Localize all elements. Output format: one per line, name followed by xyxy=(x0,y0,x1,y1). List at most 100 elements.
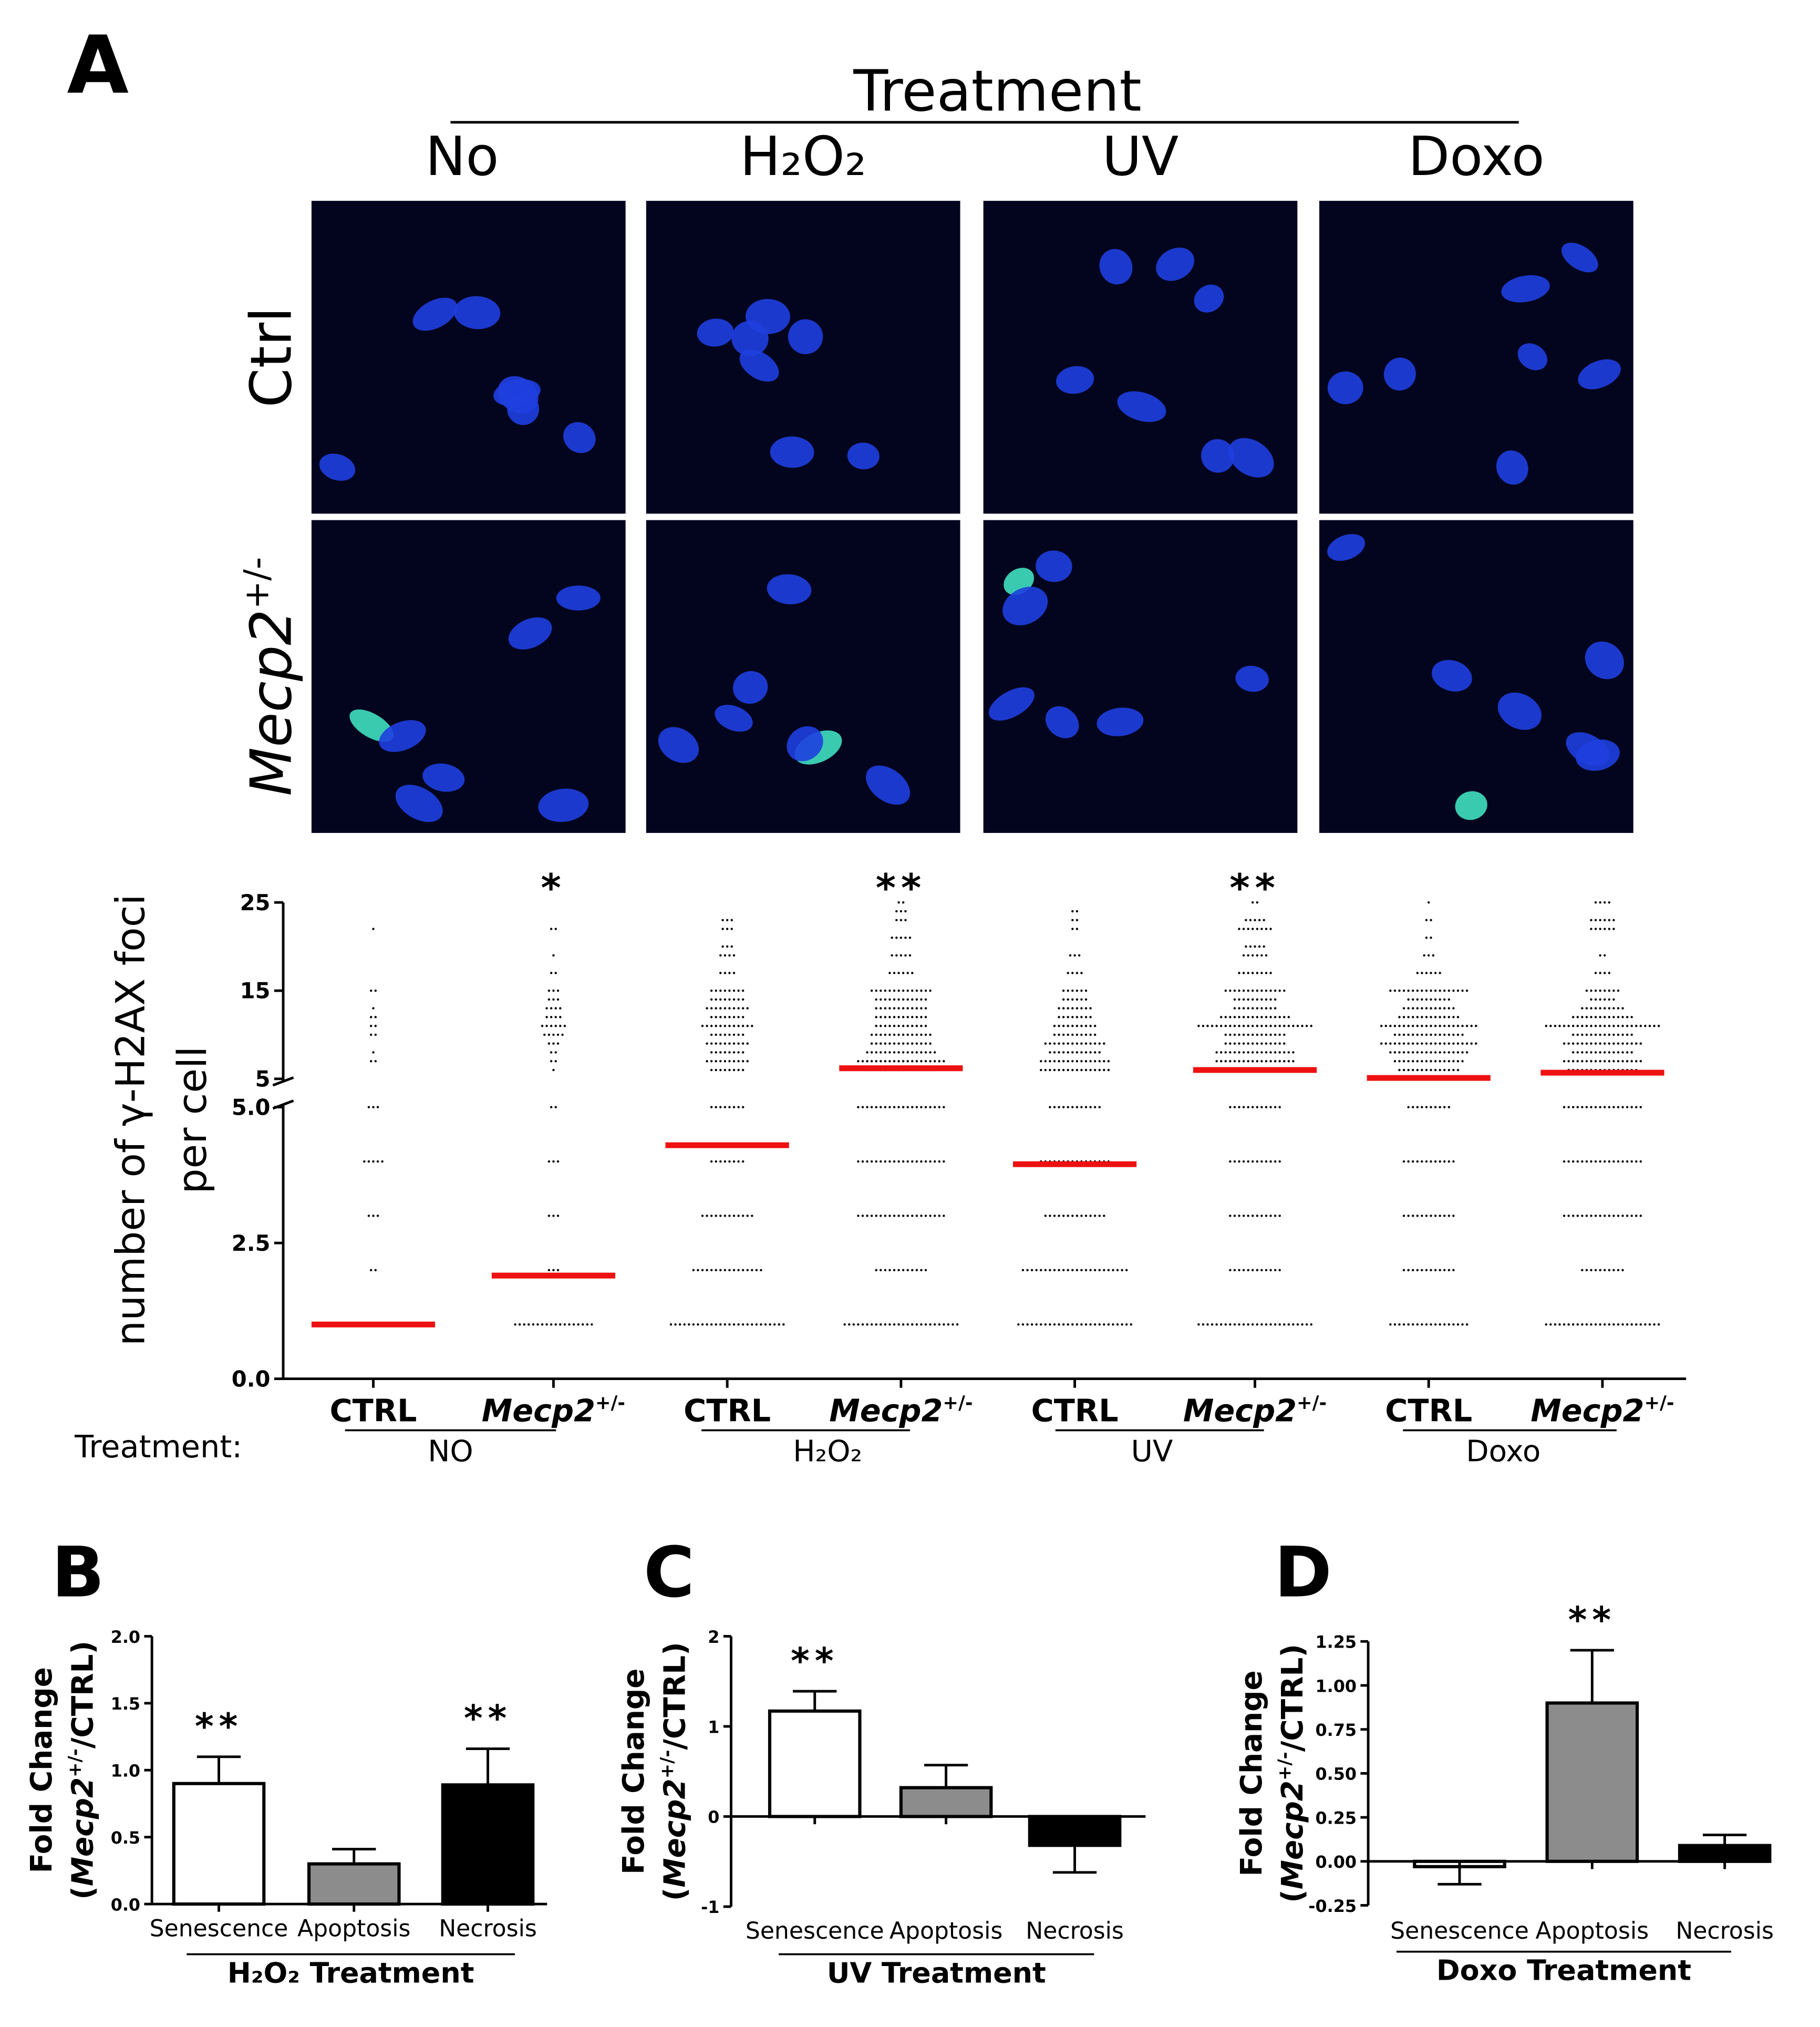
dot xyxy=(706,1024,708,1027)
dot xyxy=(1456,1051,1460,1054)
text-part: Mecp2 xyxy=(658,1778,692,1887)
dot xyxy=(1256,1215,1259,1217)
dot xyxy=(943,1060,945,1063)
dot xyxy=(715,1051,717,1054)
dot xyxy=(857,1323,860,1326)
dot xyxy=(1233,1269,1236,1272)
dot xyxy=(1594,972,1597,974)
dot xyxy=(1265,1051,1268,1054)
dot xyxy=(902,1269,905,1272)
dot xyxy=(1617,1016,1620,1018)
dot xyxy=(1252,1051,1254,1054)
dot xyxy=(1434,1269,1437,1272)
dot xyxy=(545,1007,548,1010)
bar xyxy=(1678,1844,1772,1863)
dot xyxy=(1274,989,1277,992)
dot xyxy=(363,1160,366,1163)
nucleus xyxy=(1585,641,1624,680)
dot xyxy=(911,1016,914,1018)
dot xyxy=(1080,1106,1083,1108)
dot xyxy=(1071,989,1074,992)
dot xyxy=(1283,1051,1286,1054)
dot xyxy=(875,1016,877,1018)
dot xyxy=(893,1323,896,1326)
dot xyxy=(1412,1068,1414,1072)
dot xyxy=(1053,1215,1056,1217)
dot xyxy=(893,1016,896,1018)
dot xyxy=(1576,1106,1579,1108)
dot xyxy=(1260,1106,1263,1108)
dot xyxy=(1594,1060,1597,1063)
nucleus xyxy=(319,454,356,481)
dot xyxy=(1084,1051,1088,1054)
dot xyxy=(1283,1323,1286,1326)
dot xyxy=(556,1160,560,1163)
y-tick-label: 1.0 xyxy=(111,1761,140,1781)
dot xyxy=(746,1060,749,1063)
dot xyxy=(1456,1060,1460,1063)
nucleus xyxy=(1327,534,1366,561)
dot xyxy=(1093,1060,1097,1063)
dot xyxy=(1229,1016,1232,1018)
dot xyxy=(915,1033,918,1036)
dot xyxy=(1639,1160,1642,1163)
dot xyxy=(1425,1215,1428,1217)
dot xyxy=(1062,1215,1065,1217)
dot xyxy=(719,989,722,992)
dot xyxy=(1604,919,1606,921)
dot xyxy=(1423,954,1425,957)
dot xyxy=(1093,1269,1097,1272)
y-axis-label: per cell xyxy=(169,1046,215,1194)
treatment-title: Treatment xyxy=(853,59,1141,125)
dot xyxy=(1617,1033,1620,1036)
y-axis-label: (Mecp2+/-/CTRL) xyxy=(65,1641,100,1900)
dot xyxy=(1089,1106,1092,1108)
dot xyxy=(737,1016,740,1018)
dot xyxy=(1398,1033,1401,1036)
dot xyxy=(1035,1323,1038,1326)
dot xyxy=(715,1016,717,1018)
dot xyxy=(1630,1215,1633,1217)
dot xyxy=(1256,1051,1259,1054)
dot xyxy=(920,1033,923,1036)
dot xyxy=(1296,1323,1299,1326)
dot xyxy=(1571,1051,1575,1054)
dot xyxy=(1612,1042,1615,1045)
dot xyxy=(1425,1051,1428,1054)
dot xyxy=(943,1323,945,1326)
dot xyxy=(1238,1323,1240,1326)
dot xyxy=(893,1033,896,1036)
dot xyxy=(554,928,557,930)
dot xyxy=(1412,1060,1414,1063)
dot xyxy=(1233,1042,1236,1045)
dot xyxy=(884,998,887,1001)
y-tick-label: 0.5 xyxy=(111,1828,140,1848)
dot xyxy=(1421,1042,1423,1045)
dot xyxy=(741,1068,744,1072)
dot xyxy=(1576,1016,1579,1018)
dot xyxy=(1380,1042,1383,1045)
dot xyxy=(1089,1051,1092,1054)
dot xyxy=(911,1106,914,1108)
dot xyxy=(1247,928,1249,930)
dot xyxy=(732,1060,736,1063)
dot xyxy=(1274,1106,1277,1108)
dot xyxy=(1452,1060,1455,1063)
dot xyxy=(1384,1042,1387,1045)
dot xyxy=(1274,1024,1277,1027)
micrograph xyxy=(1319,520,1633,833)
column-label: H₂O₂ xyxy=(740,126,866,188)
dot xyxy=(732,1068,736,1072)
dot xyxy=(1430,1042,1432,1045)
dot xyxy=(875,1215,877,1217)
dot xyxy=(1421,1024,1423,1027)
dot xyxy=(1287,1016,1290,1018)
dot xyxy=(1590,1269,1592,1272)
dot xyxy=(1260,1215,1263,1217)
dot xyxy=(1058,1269,1060,1272)
dot xyxy=(915,1007,918,1010)
dot xyxy=(1089,1042,1092,1045)
dot xyxy=(1430,937,1432,939)
dot xyxy=(1452,989,1455,992)
dot xyxy=(1229,989,1232,992)
